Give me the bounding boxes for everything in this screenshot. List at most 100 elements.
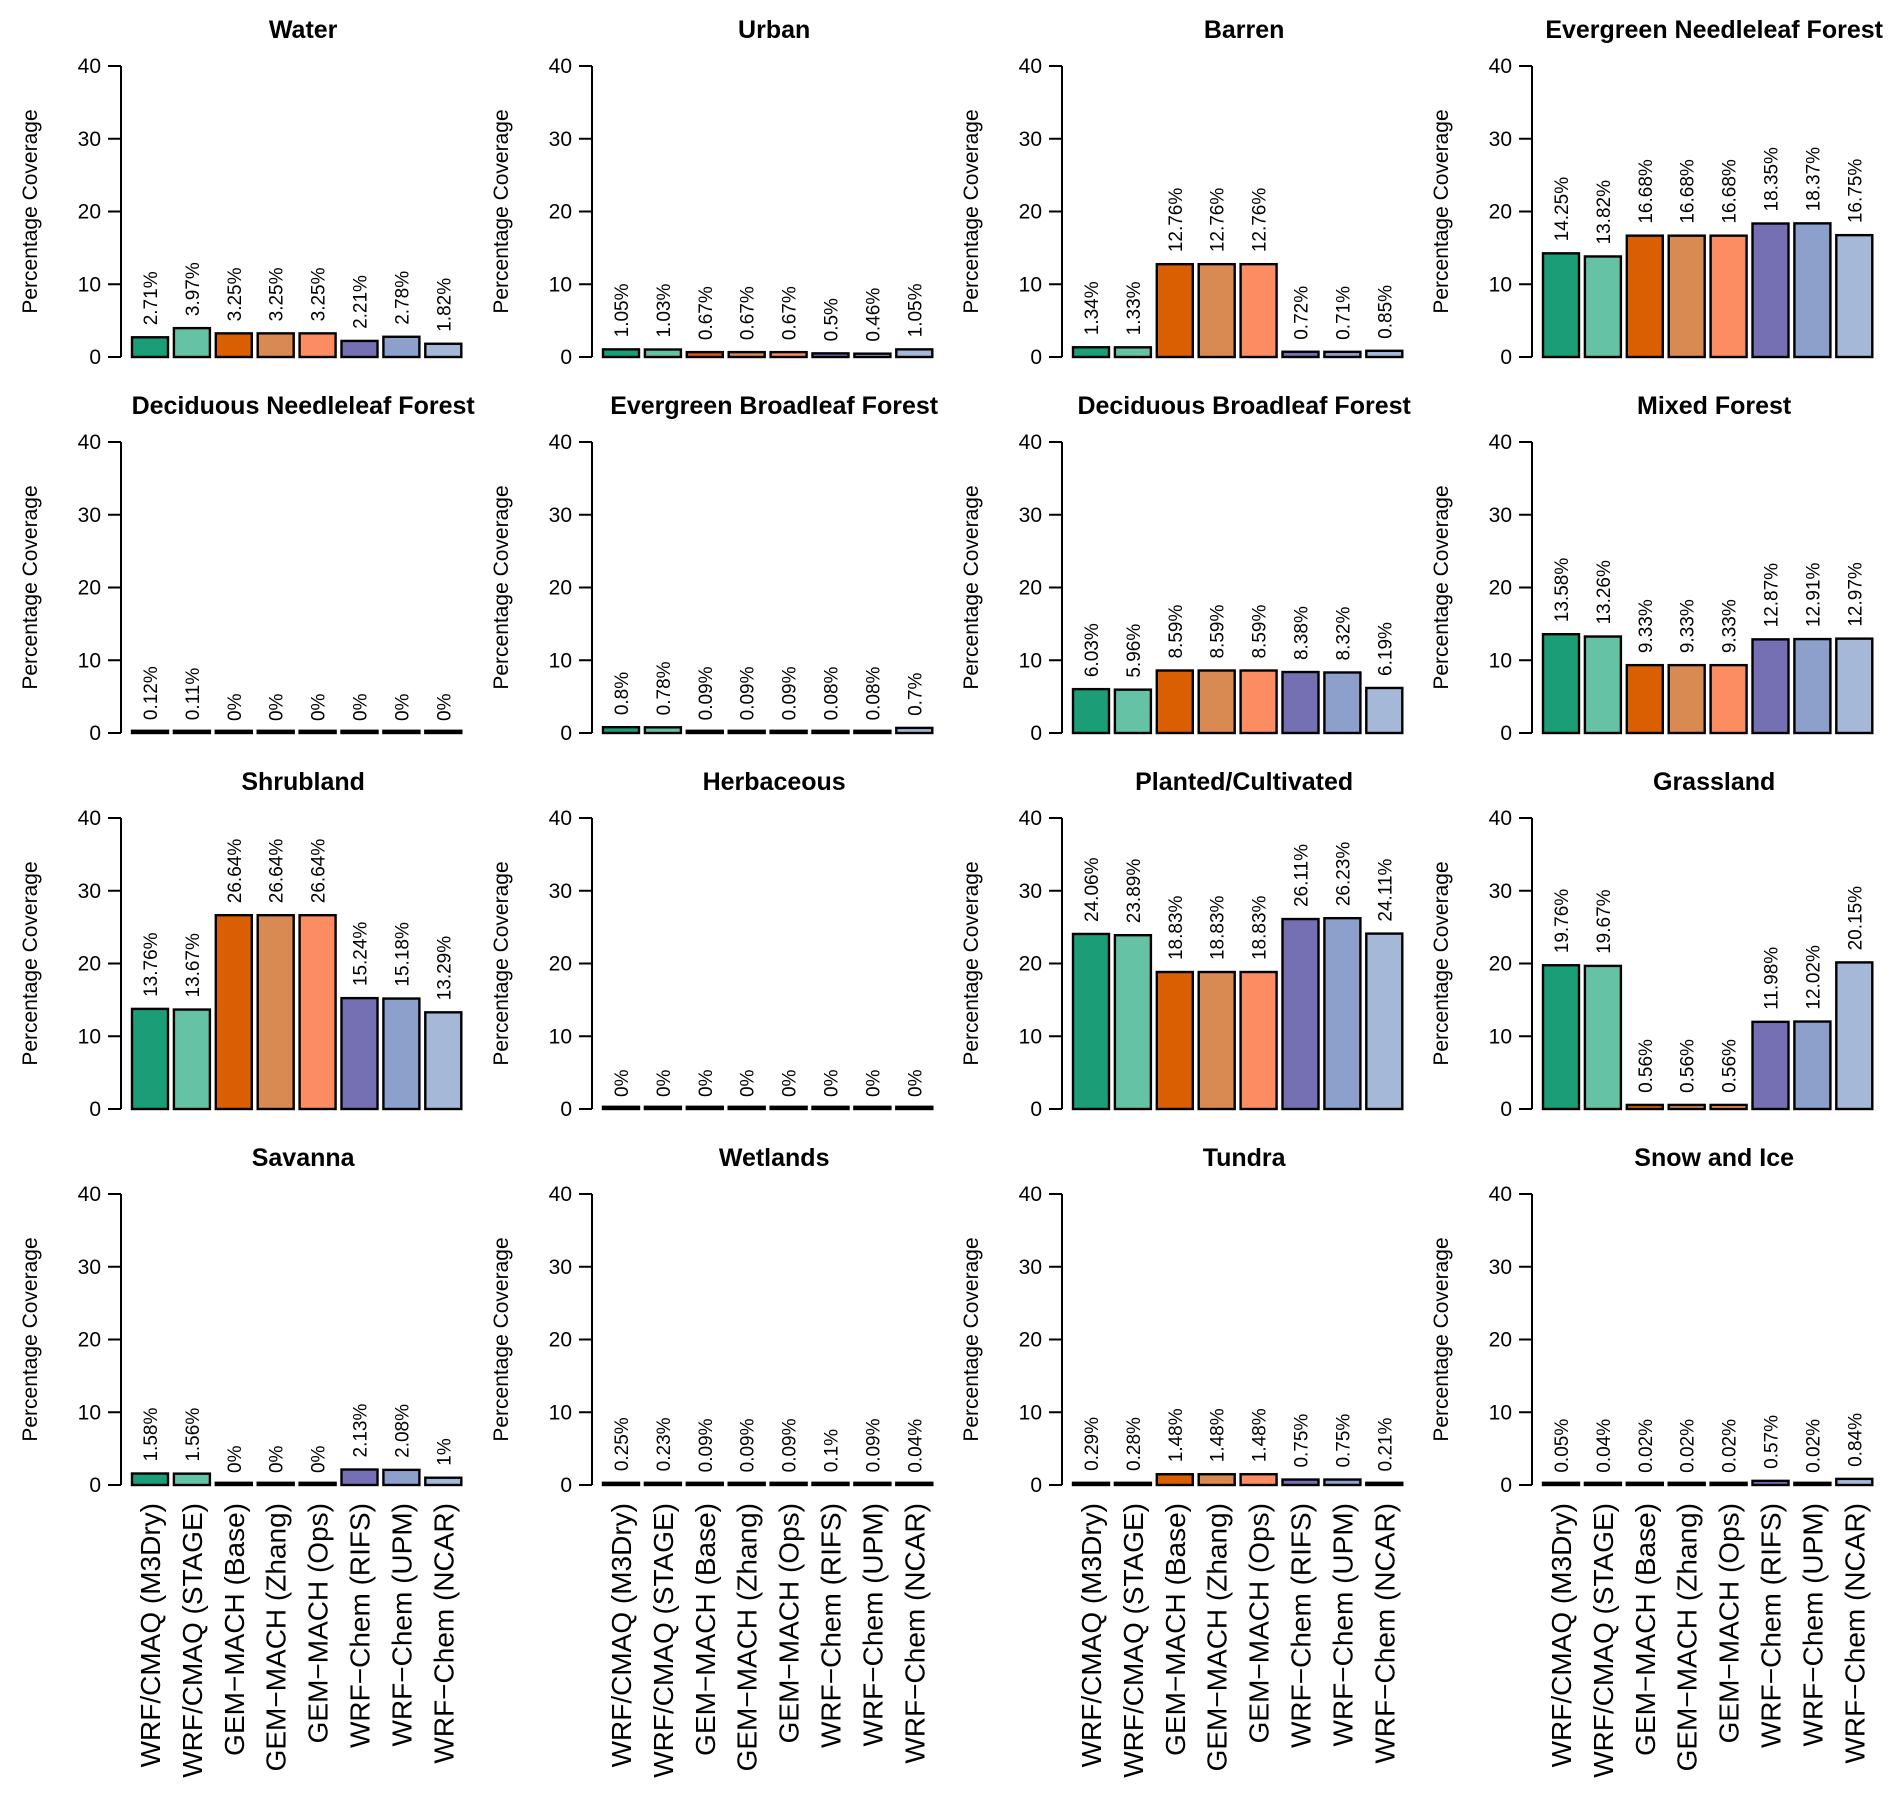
data-label: 0.1%: [822, 1429, 843, 1472]
bar-gem-mach-ops: [298, 913, 337, 1111]
data-label: 2.13%: [351, 1404, 372, 1458]
y-tick-label: 0: [1030, 346, 1042, 369]
y-tick-label: 0: [1500, 1098, 1512, 1121]
data-label: 6.03%: [1082, 623, 1103, 677]
data-label: 1.34%: [1082, 281, 1103, 335]
data-label: 0.28%: [1124, 1417, 1145, 1471]
y-axis-label: Percentage Coverage: [960, 1237, 983, 1441]
y-tick-label: 10: [1489, 1025, 1512, 1048]
bar-wrf-chem-rifs: [340, 729, 379, 735]
y-axis-label: Percentage Coverage: [1430, 109, 1453, 313]
y-axis-label: Percentage Coverage: [490, 485, 513, 689]
bar-gem-mach-zhang: [1197, 669, 1236, 735]
data-label: 0.5%: [822, 298, 843, 341]
y-tick-label: 0: [89, 1098, 101, 1121]
bar-gem-mach-zhang: [1667, 1481, 1706, 1487]
bar-wrf-chem-ncar: [1835, 1477, 1874, 1487]
bar-gem-mach-base: [685, 729, 724, 735]
data-label: 0.72%: [1292, 286, 1313, 340]
y-axis-label: Percentage Coverage: [19, 861, 42, 1065]
y-tick-label: 40: [78, 55, 101, 78]
data-label: 12.02%: [1803, 945, 1824, 1010]
bar-wrf-cmaq-stage: [172, 1472, 212, 1487]
data-label: 18.35%: [1762, 147, 1783, 212]
category-label: WRF/CMAQ (M3Dry): [1546, 1503, 1577, 1767]
data-label: 0.09%: [738, 666, 759, 720]
y-axis-label: Percentage Coverage: [490, 861, 513, 1065]
category-label: GEM−MACH (Zhang): [732, 1503, 763, 1771]
bar-wrf-cmaq-stage: [172, 1008, 212, 1111]
y-tick-label: 20: [549, 1329, 572, 1352]
y-axis-label: Percentage Coverage: [1430, 1237, 1453, 1441]
bar-wrf-cmaq-m3dry: [601, 1105, 641, 1111]
data-label: 20.15%: [1845, 886, 1866, 951]
bar-gem-mach-ops: [1709, 1481, 1748, 1487]
panel-title: Herbaceous: [703, 768, 846, 796]
y-tick-label: 30: [1019, 880, 1042, 903]
bar-wrf-chem-ncar: [895, 726, 934, 735]
data-label: 6.19%: [1375, 622, 1396, 676]
y-tick-label: 40: [549, 431, 572, 454]
panel-title: Deciduous Broadleaf Forest: [1077, 392, 1411, 420]
y-tick-label: 10: [1489, 1401, 1512, 1424]
data-label: 0.05%: [1552, 1419, 1573, 1473]
bar-wrf-chem-rifs: [1281, 670, 1320, 735]
y-axis-label: Percentage Coverage: [960, 485, 983, 689]
bar-wrf-cmaq-stage: [172, 729, 212, 735]
data-label: 0.84%: [1845, 1413, 1866, 1467]
data-label: 18.37%: [1803, 147, 1824, 212]
data-label: 0%: [780, 1069, 801, 1097]
data-label: 1.48%: [1166, 1408, 1187, 1462]
bar-wrf-chem-upm: [382, 1468, 421, 1487]
y-tick-label: 10: [1019, 1025, 1042, 1048]
y-tick-label: 0: [560, 722, 572, 745]
panel-title: Mixed Forest: [1637, 392, 1792, 420]
bar-wrf-cmaq-stage: [1113, 688, 1153, 735]
data-label: 0%: [905, 1069, 926, 1097]
data-label: 13.76%: [141, 932, 162, 997]
data-label: 0.56%: [1678, 1039, 1699, 1093]
bar-wrf-chem-upm: [853, 352, 892, 359]
panel-tundra: Tundra 0 10 20 30 40 Percentage Coverage 0.29% 0…: [960, 1144, 1404, 1778]
category-label: WRF−Chem (UPM): [857, 1503, 888, 1746]
bar-gem-mach-base: [214, 913, 254, 1111]
y-tick-label: 40: [549, 807, 572, 830]
bar-gem-mach-zhang: [256, 332, 295, 359]
panel-savanna: Savanna 0 10 20 30 40 Percentage Coverage 1.58%…: [19, 1144, 463, 1778]
y-tick-label: 10: [1489, 273, 1512, 296]
bar-gem-mach-base: [214, 332, 254, 359]
data-label: 0.08%: [863, 666, 884, 720]
bar-gem-mach-zhang: [256, 1481, 295, 1487]
bar-wrf-cmaq-m3dry: [601, 725, 641, 735]
data-label: 16.75%: [1845, 159, 1866, 224]
bar-gem-mach-ops: [1239, 1473, 1278, 1487]
bar-wrf-cmaq-m3dry: [130, 1472, 170, 1487]
y-tick-label: 10: [1489, 649, 1512, 672]
data-label: 1.33%: [1124, 281, 1145, 335]
bar-gem-mach-zhang: [1667, 1103, 1706, 1111]
data-label: 26.11%: [1292, 844, 1313, 907]
bar-wrf-chem-ncar: [424, 342, 463, 359]
data-label: 0.02%: [1636, 1419, 1657, 1473]
y-axis-label: Percentage Coverage: [19, 1237, 42, 1441]
bar-wrf-cmaq-m3dry: [601, 1481, 641, 1487]
category-label: WRF/CMAQ (M3Dry): [1076, 1503, 1107, 1767]
data-label: 0.11%: [183, 668, 204, 721]
bar-gem-mach-base: [1155, 970, 1195, 1111]
data-label: 0.67%: [696, 286, 717, 340]
bar-gem-mach-base: [1155, 1473, 1195, 1487]
data-label: 13.67%: [183, 933, 204, 998]
bar-gem-mach-base: [1625, 1481, 1665, 1487]
panel-snow-and-ice: Snow and Ice 0 10 20 30 40 Percentage Coverage…: [1430, 1144, 1874, 1778]
data-label: 0%: [225, 1445, 246, 1473]
y-tick-label: 0: [1030, 722, 1042, 745]
y-tick-label: 30: [549, 504, 572, 527]
bar-wrf-chem-rifs: [811, 1481, 850, 1487]
y-tick-label: 0: [1030, 1098, 1042, 1121]
data-label: 12.76%: [1208, 188, 1229, 253]
bar-wrf-chem-upm: [1793, 1020, 1832, 1111]
data-label: 0.29%: [1082, 1417, 1103, 1471]
y-tick-label: 30: [1019, 1256, 1042, 1279]
bar-gem-mach-base: [1625, 1103, 1665, 1111]
y-tick-label: 10: [1019, 273, 1042, 296]
